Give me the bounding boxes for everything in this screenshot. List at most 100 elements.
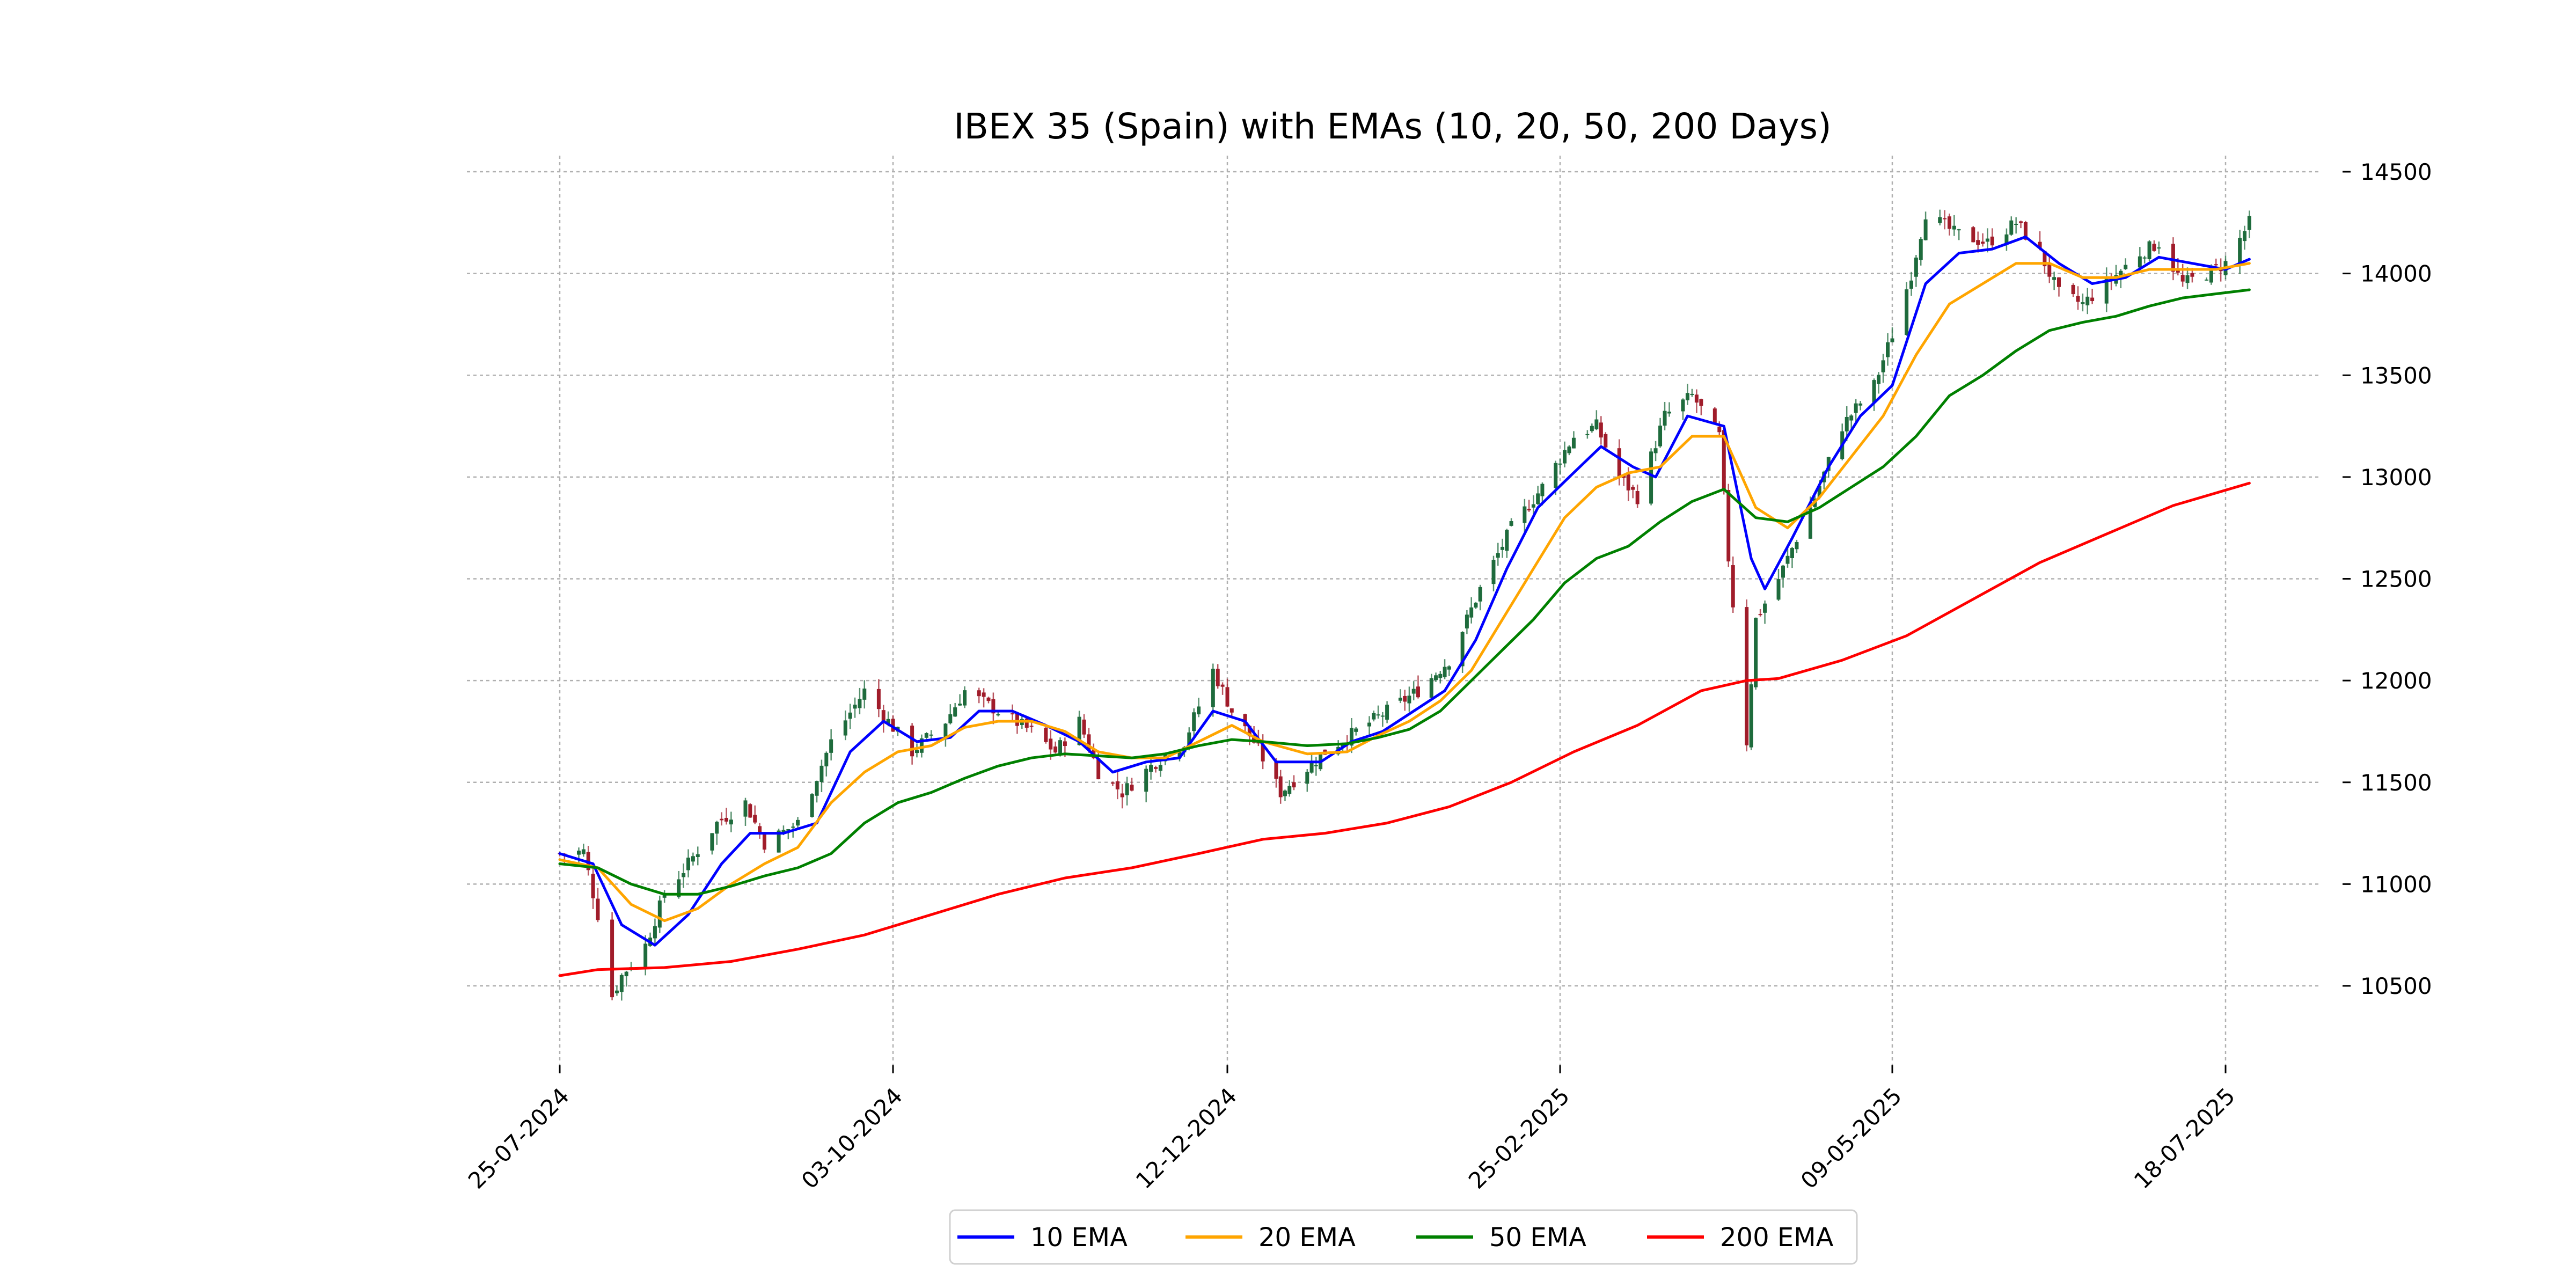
- candlestick: [2052, 272, 2057, 290]
- candlestick: [1496, 543, 1500, 566]
- candlestick: [1349, 718, 1353, 753]
- candlestick: [1501, 538, 1505, 558]
- candlestick: [2238, 230, 2242, 274]
- candlestick: [1082, 714, 1086, 738]
- candlestick: [1429, 674, 1433, 700]
- candlestick: [1562, 441, 1567, 467]
- candlestick: [758, 823, 762, 839]
- candlestick: [1460, 631, 1465, 674]
- candlestick: [958, 694, 962, 706]
- candlestick: [963, 686, 967, 708]
- candlestick: [762, 832, 766, 853]
- candlestick: [2147, 240, 2151, 261]
- candlestick: [1745, 599, 1749, 752]
- candlestick: [1990, 228, 1994, 248]
- candlestick: [1923, 211, 1928, 241]
- candlestick: [815, 780, 819, 803]
- candlestick: [648, 932, 653, 947]
- candlestick: [2124, 258, 2128, 270]
- candlestick: [1011, 704, 1014, 722]
- candlestick: [610, 912, 614, 1000]
- candlestick: [1527, 500, 1531, 512]
- candlestick: [2114, 265, 2118, 287]
- candlestick: [1571, 431, 1576, 449]
- candlestick: [1416, 675, 1420, 699]
- candlestick: [1663, 401, 1667, 430]
- candlestick: [1890, 327, 1894, 342]
- candlestick: [1754, 617, 1758, 690]
- candlestick: [876, 679, 881, 718]
- candlestick: [1211, 663, 1215, 717]
- candlestick: [710, 833, 714, 855]
- candlestick: [657, 895, 662, 933]
- candlestick: [1225, 678, 1230, 707]
- candlestick: [1438, 671, 1443, 684]
- candlestick: [2242, 225, 2246, 250]
- candlestick: [1909, 272, 1913, 296]
- y-tick-label: 13000: [2360, 464, 2432, 491]
- candlestick: [1858, 401, 1863, 411]
- candlestick: [1305, 769, 1309, 792]
- series-line-50-ema: [558, 288, 2251, 896]
- candlestick: [819, 759, 824, 793]
- candlestick: [1261, 734, 1265, 770]
- candlestick: [1905, 282, 1909, 336]
- legend-item: 50 EMA: [1416, 1223, 1586, 1253]
- x-tick-label: 12-12-2024: [1131, 1082, 1242, 1194]
- candlestick: [591, 863, 595, 909]
- candlestick: [843, 710, 847, 741]
- x-tick-label: 03-10-2024: [796, 1082, 908, 1194]
- candlestick: [1604, 432, 1608, 450]
- candlestick: [1125, 777, 1129, 806]
- candlestick: [1354, 727, 1358, 736]
- candlestick: [2076, 286, 2080, 310]
- y-tick-label: 10500: [2360, 973, 2432, 999]
- candlestick: [1044, 727, 1048, 744]
- y-tick-label: 14500: [2360, 159, 2432, 185]
- candlestick: [1758, 609, 1762, 617]
- candlestick: [1681, 398, 1685, 420]
- candlestick: [624, 970, 628, 987]
- series-line-20-ema: [558, 262, 2251, 923]
- candlestick: [1699, 398, 1703, 415]
- candlestick: [1283, 789, 1287, 801]
- y-tick-label: 12500: [2360, 566, 2432, 592]
- candlestick: [1465, 610, 1469, 634]
- candlestick: [720, 812, 724, 826]
- candlestick: [619, 973, 624, 1001]
- candlestick: [1731, 557, 1735, 613]
- candlestick: [2138, 247, 2142, 271]
- candlestick: [1314, 757, 1318, 776]
- candlestick: [1872, 378, 1876, 411]
- y-tick-label: 12000: [2360, 668, 2432, 694]
- candlestick: [2019, 220, 2023, 229]
- candlestick: [1447, 665, 1451, 677]
- x-tick-label: 25-07-2024: [463, 1082, 574, 1194]
- candlestick: [1558, 458, 1562, 475]
- candlestick: [1667, 402, 1672, 417]
- candlestick: [2004, 228, 2009, 251]
- candlestick: [881, 705, 885, 733]
- candlestick: [829, 729, 833, 760]
- candlestick: [1919, 237, 1923, 266]
- series-line-10-ema: [558, 235, 2251, 947]
- candlestick: [1981, 233, 1985, 247]
- candlestick: [858, 687, 862, 714]
- legend-item: 20 EMA: [1185, 1223, 1356, 1253]
- candlestick: [686, 849, 691, 877]
- candlestick: [691, 852, 695, 866]
- candlestick: [1653, 441, 1658, 462]
- candlestick: [2009, 216, 2014, 236]
- chart-title: IBEX 35 (Spain) with EMAs (10, 20, 50, 2…: [954, 106, 1832, 147]
- candlestick: [1411, 681, 1416, 700]
- candlestick: [810, 793, 814, 818]
- candlestick: [1881, 354, 1885, 383]
- candlestick: [1854, 399, 1858, 422]
- legend-label: 50 EMA: [1489, 1223, 1586, 1253]
- candlestick: [1367, 716, 1372, 735]
- candlestick: [1694, 389, 1699, 413]
- candlestick: [743, 797, 748, 826]
- candlestick: [948, 704, 953, 724]
- candlestick: [891, 715, 895, 732]
